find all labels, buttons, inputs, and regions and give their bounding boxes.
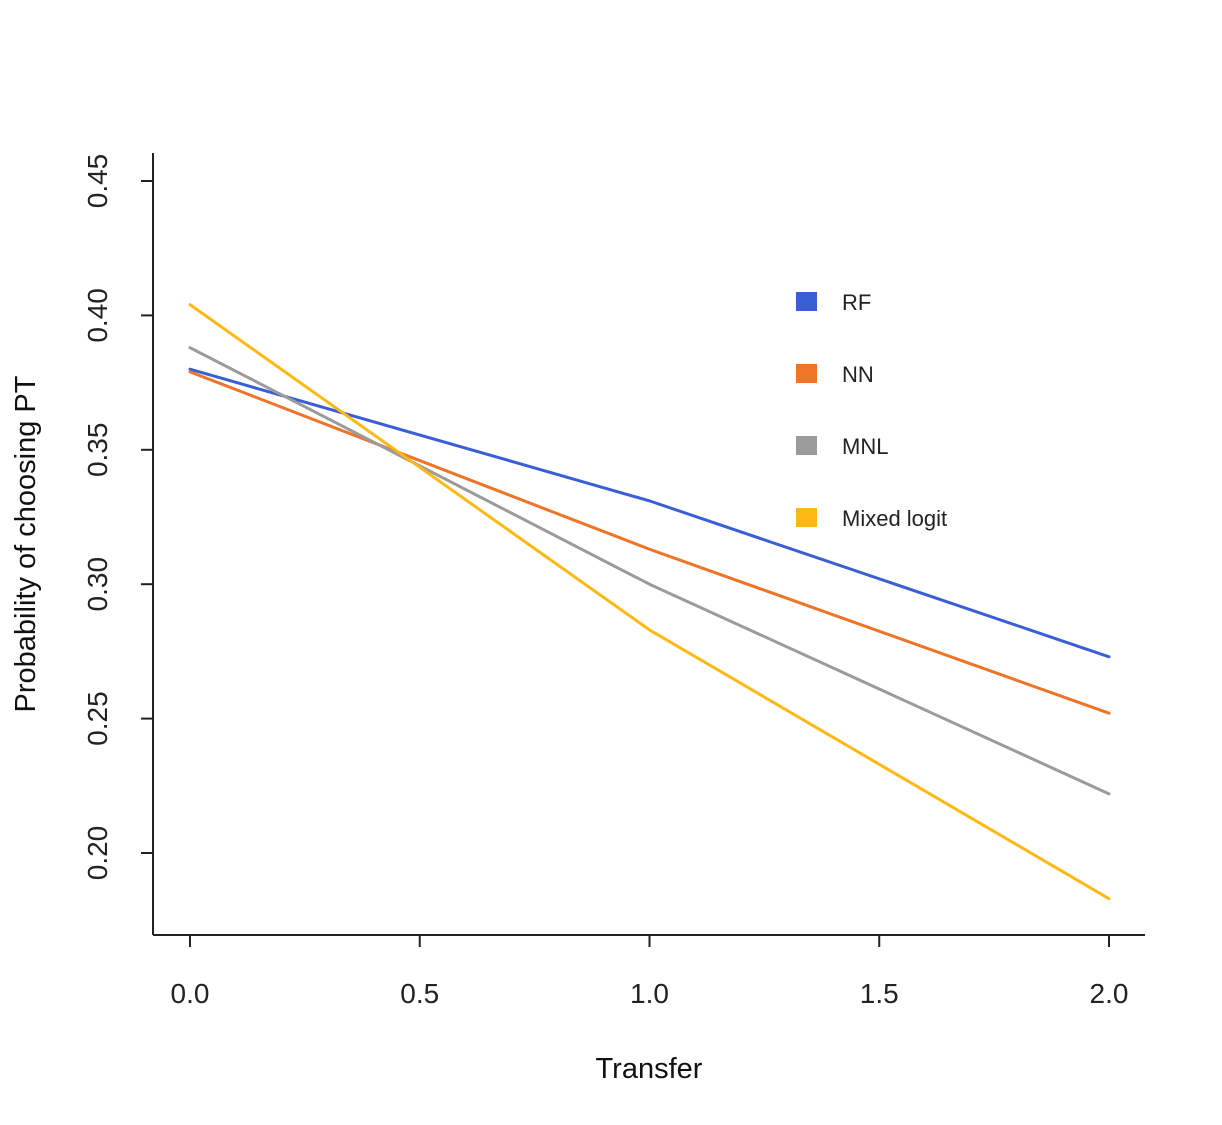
y-tick-label: 0.40 bbox=[82, 288, 113, 343]
y-tick-label: 0.45 bbox=[82, 154, 113, 209]
legend: RF NN MNL Mixed logit bbox=[796, 290, 947, 531]
ticks: 0.0 0.5 1.0 1.5 2.0 0.20 0.25 0.30 0.35 0.40 0.45 bbox=[82, 154, 1128, 1009]
x-tick-label: 0.5 bbox=[400, 978, 439, 1009]
legend-item-nn: NN bbox=[796, 362, 874, 387]
x-axis-title: Transfer bbox=[596, 1053, 703, 1085]
legend-item-rf: RF bbox=[796, 290, 871, 315]
series-line-rf bbox=[188, 367, 1111, 659]
x-tick-label: 2.0 bbox=[1090, 978, 1129, 1009]
series-lines bbox=[188, 303, 1111, 901]
legend-label: NN bbox=[842, 362, 874, 387]
y-tick-label: 0.20 bbox=[82, 826, 113, 881]
legend-label: MNL bbox=[842, 434, 888, 459]
legend-swatch bbox=[796, 436, 817, 455]
x-tick-label: 1.5 bbox=[860, 978, 899, 1009]
legend-swatch bbox=[796, 292, 817, 311]
legend-label: RF bbox=[842, 290, 871, 315]
y-axis-title: Probability of choosing PT bbox=[10, 375, 42, 712]
y-tick-label: 0.30 bbox=[82, 557, 113, 612]
legend-item-mnl: MNL bbox=[796, 434, 888, 459]
legend-swatch bbox=[796, 364, 817, 383]
series-line-mixed-logit bbox=[188, 303, 1111, 901]
series-line-nn bbox=[188, 370, 1111, 715]
legend-label: Mixed logit bbox=[842, 506, 947, 531]
legend-swatch bbox=[796, 508, 817, 527]
legend-item-mixed-logit: Mixed logit bbox=[796, 506, 947, 531]
y-tick-label: 0.25 bbox=[82, 691, 113, 746]
x-tick-label: 0.0 bbox=[171, 978, 210, 1009]
y-tick-label: 0.35 bbox=[82, 423, 113, 478]
x-tick-label: 1.0 bbox=[630, 978, 669, 1009]
series-line-mnl bbox=[188, 346, 1111, 796]
axes bbox=[152, 153, 1145, 936]
